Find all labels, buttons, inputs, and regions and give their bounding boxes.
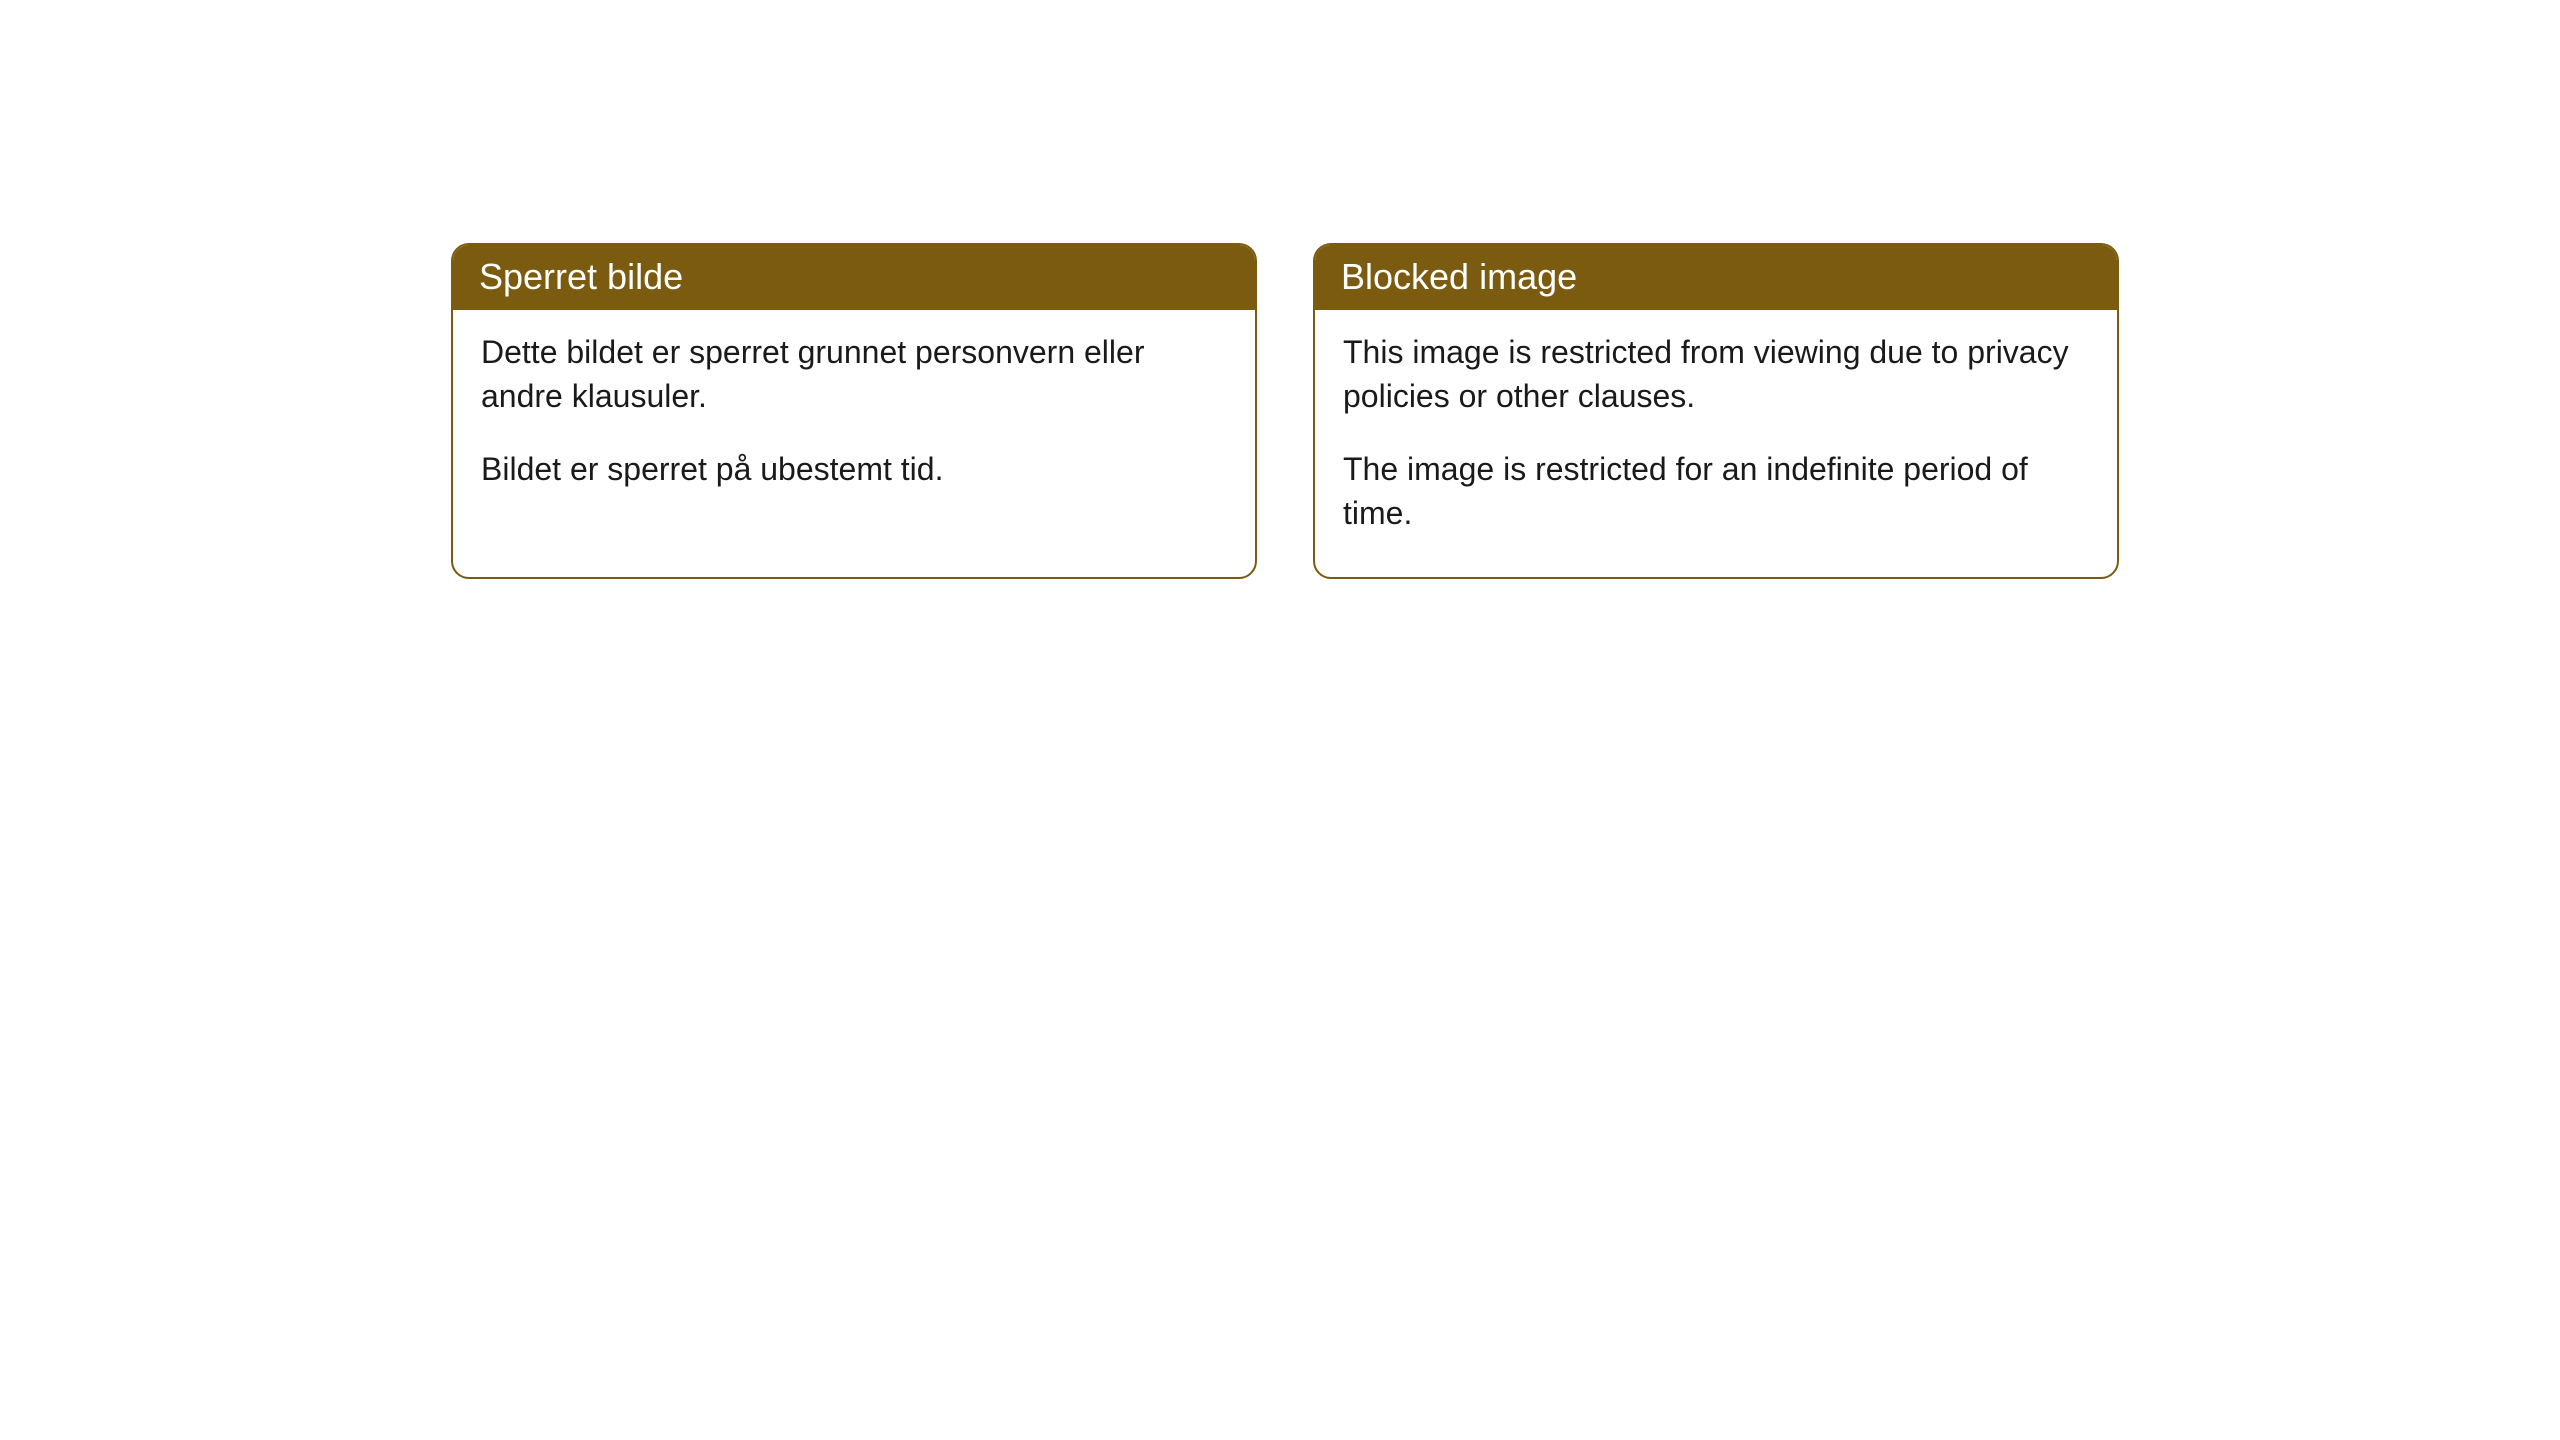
card-body: This image is restricted from viewing du… [1315,310,2117,577]
card-paragraph: Dette bildet er sperret grunnet personve… [481,330,1227,418]
card-paragraph: Bildet er sperret på ubestemt tid. [481,447,1227,491]
card-header: Sperret bilde [453,245,1255,310]
card-header: Blocked image [1315,245,2117,310]
card-body: Dette bildet er sperret grunnet personve… [453,310,1255,532]
card-paragraph: This image is restricted from viewing du… [1343,330,2089,418]
notice-card-norwegian: Sperret bilde Dette bildet er sperret gr… [451,243,1257,579]
notice-card-english: Blocked image This image is restricted f… [1313,243,2119,579]
notice-container: Sperret bilde Dette bildet er sperret gr… [451,243,2119,579]
card-paragraph: The image is restricted for an indefinit… [1343,447,2089,535]
